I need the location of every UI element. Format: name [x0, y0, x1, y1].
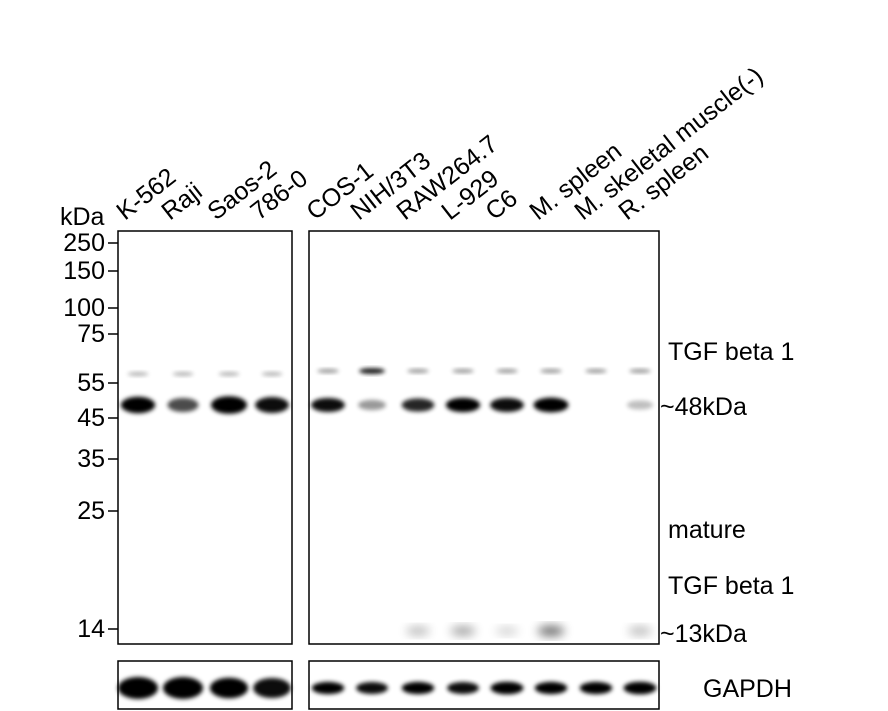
band-gapdh — [490, 681, 524, 695]
band-gapdh — [209, 677, 249, 699]
precursor-size-label: ~48kDa — [660, 393, 747, 421]
gapdh-panel-left — [117, 660, 293, 710]
band-gapdh — [534, 681, 568, 695]
band-upper — [261, 371, 283, 377]
band-48kda — [311, 398, 345, 412]
blot-panel-left — [117, 230, 293, 645]
band-gapdh — [163, 677, 203, 699]
band-upper — [452, 368, 474, 374]
band-upper — [540, 368, 562, 374]
band-48kda — [255, 397, 289, 413]
band-upper — [317, 368, 339, 374]
band-upper — [359, 368, 385, 374]
band-48kda — [401, 398, 435, 412]
band-48kda — [626, 400, 654, 410]
band-gapdh — [623, 681, 657, 695]
band-13kda — [537, 626, 565, 636]
band-48kda — [167, 398, 199, 412]
marker-label: 25 — [77, 497, 105, 525]
marker-label: 55 — [77, 369, 105, 397]
band-48kda — [120, 396, 156, 414]
band-gapdh — [401, 681, 435, 695]
band-upper — [629, 368, 651, 374]
band-gapdh — [118, 677, 158, 699]
band-48kda — [533, 397, 569, 413]
mature-size-label: ~13kDa — [660, 620, 747, 648]
band-13kda — [406, 626, 430, 636]
band-48kda — [358, 399, 386, 411]
band-gapdh — [356, 682, 388, 694]
band-48kda — [445, 397, 481, 413]
band-upper — [172, 371, 194, 377]
band-gapdh — [311, 681, 345, 695]
band-upper — [407, 368, 429, 374]
band-48kda — [490, 398, 524, 412]
marker-label: 250 — [63, 229, 105, 257]
marker-label: 75 — [77, 320, 105, 348]
marker-label: 100 — [63, 294, 105, 322]
marker-label: 150 — [63, 257, 105, 285]
gapdh-panel-right — [308, 660, 660, 710]
marker-label: 14 — [77, 615, 105, 643]
band-upper — [218, 371, 240, 377]
unit-label: kDa — [60, 203, 105, 231]
precursor-name-label: TGF beta 1 — [668, 338, 795, 366]
loading-control-label: GAPDH — [703, 675, 792, 703]
band-13kda — [628, 626, 652, 636]
band-upper — [127, 371, 149, 377]
mature-prefix-label: mature — [668, 516, 746, 544]
blot-panel-right — [308, 230, 660, 645]
band-gapdh — [579, 681, 613, 695]
band-13kda — [450, 626, 476, 636]
band-upper — [496, 368, 518, 374]
band-13kda — [495, 627, 519, 635]
band-upper — [585, 368, 607, 374]
marker-label: 35 — [77, 445, 105, 473]
mature-name-label: TGF beta 1 — [668, 572, 795, 600]
band-gapdh — [253, 678, 291, 698]
marker-label: 45 — [77, 404, 105, 432]
band-gapdh — [447, 682, 479, 694]
band-48kda — [211, 396, 247, 414]
